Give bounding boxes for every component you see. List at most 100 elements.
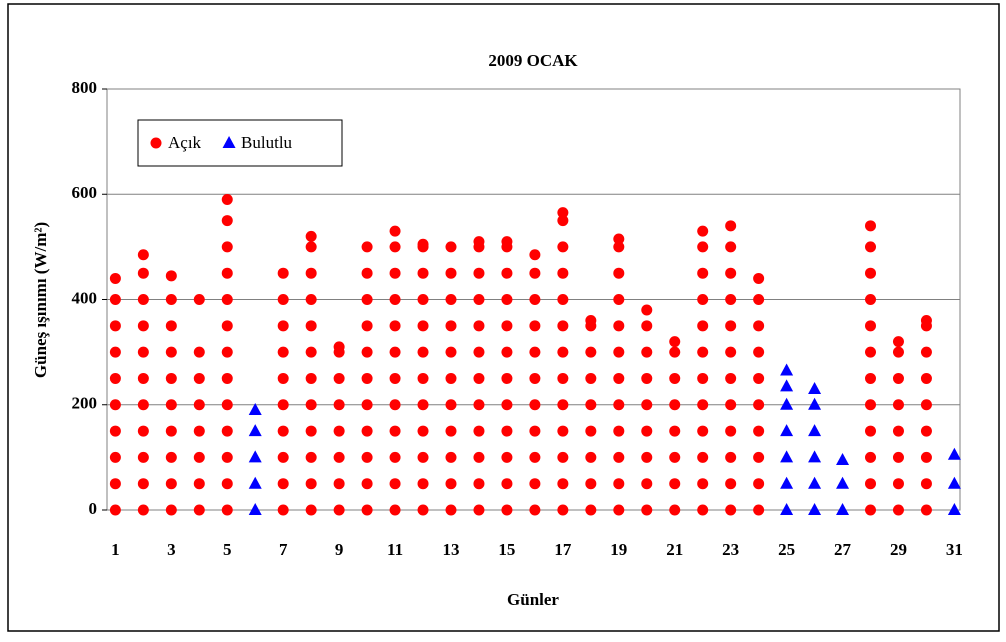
point (305, 241, 317, 253)
point (389, 399, 401, 411)
point (417, 504, 429, 516)
point (753, 425, 765, 437)
point (445, 346, 457, 358)
point (305, 425, 317, 437)
point (137, 451, 149, 463)
point (529, 249, 541, 261)
point (137, 478, 149, 490)
x-tick-label: 3 (167, 540, 176, 559)
point (557, 215, 569, 227)
point (557, 504, 569, 516)
point (501, 236, 513, 248)
point (248, 450, 262, 463)
point (165, 504, 177, 516)
point (697, 451, 709, 463)
x-tick-label: 27 (834, 540, 852, 559)
y-axis-label: Güneş ışınımı (W/m²) (31, 222, 50, 378)
point (808, 381, 822, 394)
point (780, 476, 794, 489)
point (165, 294, 177, 305)
point (529, 399, 541, 411)
point (865, 320, 877, 332)
point (865, 451, 877, 463)
point (221, 241, 233, 253)
point (137, 249, 149, 261)
x-tick-label: 11 (387, 540, 403, 559)
point (333, 425, 345, 437)
point (445, 504, 457, 516)
point (641, 425, 653, 437)
point (920, 315, 932, 327)
point (193, 399, 205, 411)
point (697, 225, 709, 237)
point (613, 478, 625, 490)
x-tick-label: 17 (554, 540, 572, 559)
point (417, 399, 429, 411)
y-tick-label: 0 (89, 499, 98, 518)
point (333, 504, 345, 516)
point (585, 478, 597, 490)
point (529, 478, 541, 490)
point (389, 372, 401, 384)
point (137, 504, 149, 516)
legend-label: Açık (168, 133, 202, 152)
point (165, 478, 177, 490)
point (333, 399, 345, 411)
point (613, 372, 625, 384)
point (641, 304, 653, 316)
point (193, 425, 205, 437)
point (865, 267, 877, 279)
point (361, 478, 373, 490)
point (193, 372, 205, 384)
point (221, 451, 233, 463)
point (920, 372, 932, 384)
point (361, 372, 373, 384)
point (473, 451, 485, 463)
point (305, 267, 317, 279)
point (725, 504, 737, 516)
point (892, 346, 904, 358)
x-tick-label: 5 (223, 540, 232, 559)
point (277, 451, 289, 463)
point (865, 220, 877, 232)
point (473, 267, 485, 279)
point (892, 425, 904, 437)
point (165, 320, 177, 332)
point (221, 267, 233, 279)
point (753, 451, 765, 463)
point (753, 346, 765, 358)
point (109, 504, 121, 516)
point (892, 451, 904, 463)
point (109, 320, 121, 332)
point (697, 267, 709, 279)
point (473, 399, 485, 411)
point (277, 478, 289, 490)
point (333, 451, 345, 463)
point (529, 451, 541, 463)
point (333, 341, 345, 353)
point (165, 399, 177, 411)
point (557, 372, 569, 384)
y-tick-label: 600 (72, 183, 98, 202)
point (529, 294, 541, 305)
point (137, 294, 149, 305)
point (193, 451, 205, 463)
point (836, 503, 850, 515)
point (109, 478, 121, 490)
point (753, 399, 765, 411)
point (641, 372, 653, 384)
legend-marker (222, 136, 236, 148)
point (669, 346, 681, 358)
point (753, 320, 765, 332)
point (613, 241, 625, 253)
point (892, 478, 904, 490)
point (221, 504, 233, 516)
point (585, 504, 597, 516)
point (417, 425, 429, 437)
point (277, 346, 289, 358)
point (445, 478, 457, 490)
y-tick-label: 400 (72, 288, 98, 307)
point (501, 478, 513, 490)
point (445, 294, 457, 305)
point (248, 476, 262, 489)
